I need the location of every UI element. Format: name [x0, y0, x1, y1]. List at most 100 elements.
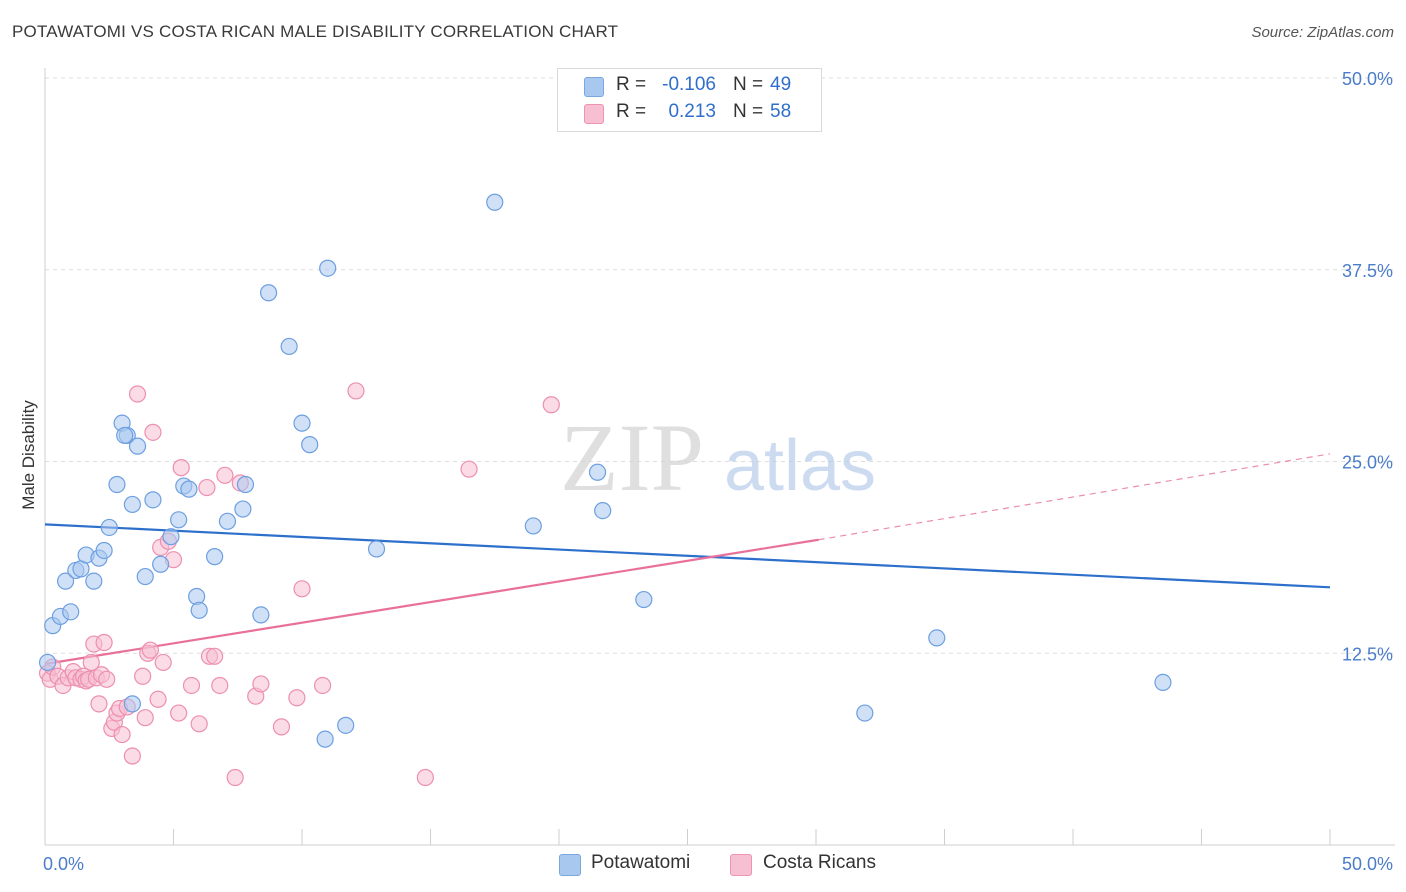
data-point-potawatomi: [319, 259, 337, 277]
data-point-costa-ricans: [542, 396, 560, 414]
data-point-potawatomi: [95, 541, 113, 560]
data-point-costa-ricans: [252, 675, 270, 693]
data-point-costa-ricans: [272, 718, 291, 736]
data-point-costa-ricans: [123, 747, 141, 765]
bottom-legend-swatch-potawatomi: [559, 854, 581, 876]
chart-source: Source: ZipAtlas.com: [1251, 24, 1394, 41]
data-point-potawatomi: [123, 495, 141, 514]
data-point-costa-ricans: [182, 676, 201, 695]
legend-n-label: N =: [733, 74, 764, 95]
y-tick-label: 12.5%: [1342, 644, 1393, 664]
data-point-costa-ricans: [141, 641, 159, 659]
x-tick-label: 50.0%: [1342, 854, 1393, 874]
data-point-potawatomi: [108, 475, 126, 494]
tick-labels: 12.5% 25.0% 37.5% 50.0% 0.0% 50.0%: [43, 69, 1393, 874]
chart-title: POTAWATOMI VS COSTA RICAN MALE DISABILIT…: [12, 22, 619, 41]
data-point-costa-ricans: [211, 676, 229, 695]
gridlines: [45, 77, 1395, 654]
data-point-costa-ricans: [154, 653, 172, 672]
axes: [44, 68, 1395, 846]
data-point-costa-ricans: [460, 460, 478, 478]
data-point-costa-ricans: [293, 580, 311, 598]
data-point-potawatomi: [206, 548, 224, 566]
data-point-costa-ricans: [134, 667, 152, 685]
data-point-potawatomi: [236, 475, 255, 494]
legend-n-value: 58: [770, 101, 792, 122]
data-point-costa-ricans: [144, 423, 162, 441]
data-point-costa-ricans: [82, 653, 100, 672]
legend-row-costa-ricans: R = 0.213 N = 58: [558, 101, 821, 127]
data-point-potawatomi: [486, 193, 504, 211]
data-point-costa-ricans: [206, 647, 224, 665]
y-tick-label: 50.0%: [1342, 69, 1393, 89]
bottom-legend-label: Costa Ricans: [763, 852, 876, 873]
data-point-costa-ricans: [172, 459, 190, 477]
data-point-potawatomi: [524, 517, 542, 535]
watermark: ZIP atlas: [560, 404, 876, 511]
data-point-potawatomi: [293, 414, 311, 432]
data-point-costa-ricans: [128, 385, 147, 403]
data-point-potawatomi: [85, 572, 103, 590]
legend-n-value: 49: [770, 74, 792, 95]
data-point-potawatomi: [56, 572, 75, 590]
data-point-costa-ricans: [149, 690, 167, 708]
data-point-costa-ricans: [226, 768, 244, 787]
data-point-potawatomi: [100, 518, 118, 537]
legend-r-label: R =: [616, 101, 647, 122]
data-point-potawatomi: [337, 716, 355, 734]
data-point-costa-ricans: [90, 695, 108, 713]
data-point-potawatomi: [301, 436, 319, 454]
data-point-potawatomi: [259, 284, 278, 302]
data-point-costa-ricans: [198, 478, 216, 497]
bottom-legend-label: Potawatomi: [591, 852, 691, 873]
data-point-potawatomi: [234, 500, 252, 518]
bottom-legend-swatch-costa-ricans: [730, 854, 752, 876]
legend-row-potawatomi: R = -0.106 N = 49: [558, 74, 821, 100]
data-point-costa-ricans: [113, 725, 131, 744]
data-point-costa-ricans: [98, 670, 116, 688]
data-point-potawatomi: [136, 567, 154, 586]
data-point-costa-ricans: [190, 715, 208, 733]
y-tick-label: 25.0%: [1342, 453, 1393, 473]
data-point-potawatomi: [588, 463, 607, 481]
data-point-potawatomi: [162, 528, 180, 546]
legend-r-value: -0.106: [662, 74, 716, 95]
data-point-potawatomi: [367, 540, 386, 558]
data-point-costa-ricans: [95, 633, 113, 652]
data-point-potawatomi: [252, 606, 270, 624]
watermark-zip: ZIP: [560, 404, 704, 511]
data-point-costa-ricans: [416, 768, 434, 787]
data-point-potawatomi: [928, 629, 946, 647]
data-point-costa-ricans: [288, 689, 306, 707]
data-point-potawatomi: [128, 437, 147, 455]
correlation-legend: R = -0.106 N = 49 R = 0.213 N = 58: [557, 68, 822, 132]
data-point-potawatomi: [170, 511, 188, 529]
legend-swatch-costa-ricans: [584, 104, 604, 124]
y-tick-label: 37.5%: [1342, 261, 1393, 281]
y-axis-label: Male Disability: [19, 400, 38, 510]
data-point-costa-ricans: [216, 466, 234, 484]
trend-lines: [44, 453, 1331, 666]
data-point-potawatomi: [280, 337, 298, 356]
data-point-potawatomi: [635, 590, 653, 609]
trend-line-potawatomi: [44, 523, 1331, 589]
legend-r-value: 0.213: [668, 101, 716, 122]
data-point-potawatomi: [594, 501, 612, 520]
legend-r-label: R =: [616, 74, 647, 95]
trend-line-extension: [818, 453, 1331, 541]
x-tick-label: 0.0%: [43, 854, 84, 874]
data-point-potawatomi: [1154, 673, 1172, 691]
data-point-potawatomi: [856, 704, 874, 722]
data-point-potawatomi: [180, 480, 198, 498]
data-point-potawatomi: [152, 555, 170, 573]
data-point-potawatomi: [116, 426, 134, 445]
data-point-potawatomi: [62, 603, 80, 621]
data-points: [38, 193, 1172, 787]
data-point-potawatomi: [38, 653, 57, 672]
data-point-potawatomi: [123, 695, 141, 713]
watermark-atlas: atlas: [724, 426, 876, 506]
data-point-potawatomi: [190, 601, 208, 619]
data-point-potawatomi: [218, 512, 237, 530]
legend-swatch-potawatomi: [584, 77, 604, 97]
